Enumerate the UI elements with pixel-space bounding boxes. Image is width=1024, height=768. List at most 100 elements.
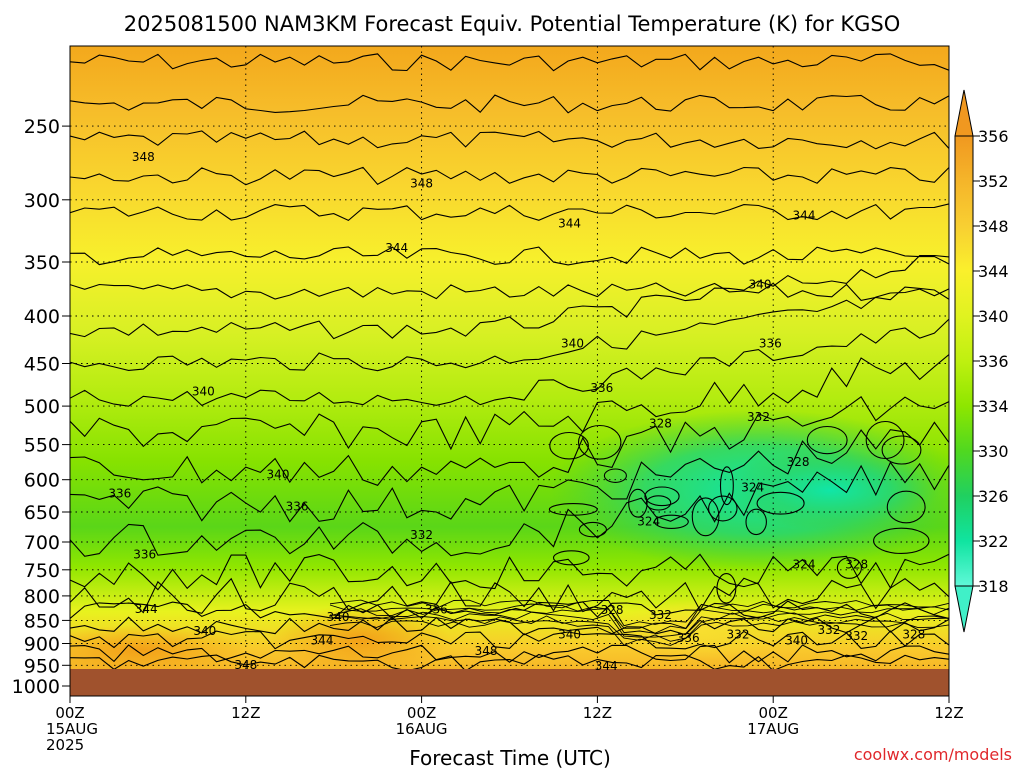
contour-label: 340 <box>193 624 216 638</box>
contour-line <box>70 653 949 672</box>
y-tick-label: 700 <box>24 532 60 554</box>
contour-line <box>70 53 949 72</box>
colorbar-tick-label: 352 <box>978 172 1009 191</box>
contour-label: 344 <box>793 209 816 223</box>
contour-line <box>70 94 949 114</box>
contour-label: 328 <box>601 603 624 617</box>
contour-label: 332 <box>649 608 672 622</box>
contour-line <box>329 620 949 646</box>
plot-frame <box>69 45 950 697</box>
contour-label: 344 <box>135 602 158 616</box>
colorbar-bottom-arrow <box>954 585 974 633</box>
contour-cell <box>628 488 648 518</box>
contour-line <box>70 630 949 650</box>
credit-text: coolwx.com/models <box>854 745 1012 764</box>
contour-line <box>70 396 949 486</box>
chart-title: 2025081500 NAM3KM Forecast Equiv. Potent… <box>124 12 901 36</box>
warm-pocket <box>70 625 250 675</box>
x-tick-label: 12Z <box>934 704 963 722</box>
contour-line <box>70 354 949 451</box>
contour-line <box>70 130 949 150</box>
contour-cell <box>552 550 590 566</box>
y-tick-label: 400 <box>24 306 60 328</box>
contour-label: 340 <box>327 610 350 624</box>
y-tick-label: 1000 <box>12 676 60 698</box>
contour-cell <box>836 557 862 579</box>
contour-label: 344 <box>558 216 581 230</box>
contour-label: 348 <box>410 176 433 190</box>
contour-line <box>329 615 949 642</box>
contour-label: 340 <box>785 633 808 647</box>
contour-label: 336 <box>759 336 782 350</box>
contour-label: 332 <box>727 627 750 641</box>
contour-label: 328 <box>787 455 810 469</box>
colorbar-tick-label: 334 <box>978 397 1009 416</box>
x-tick-label: 00Z <box>407 704 436 722</box>
contour-label: 336 <box>590 381 613 395</box>
contour-line <box>70 203 949 222</box>
contour-cell <box>886 490 926 524</box>
y-tick-label: 550 <box>24 435 60 457</box>
y-tick-label: 350 <box>24 252 60 274</box>
contour-line <box>70 644 949 664</box>
contour-label: 348 <box>475 644 498 658</box>
colorbar-tick-label: 336 <box>978 352 1009 371</box>
moist-region-core <box>720 450 940 530</box>
contour-line <box>70 553 949 591</box>
contour-label: 336 <box>133 548 156 562</box>
ground-below-surface <box>70 669 949 696</box>
y-tick-label: 650 <box>24 502 60 524</box>
x-axis-title: Forecast Time (UTC) <box>409 746 611 768</box>
colorbar-tick-label: 318 <box>978 577 1009 596</box>
contour-cell <box>691 497 720 537</box>
y-tick-label: 600 <box>24 470 60 492</box>
y-tick-label: 750 <box>24 560 60 582</box>
contour-label: 328 <box>649 417 672 431</box>
contour-label: 332 <box>845 629 868 643</box>
contour-label: 332 <box>817 623 840 637</box>
colorbar-tick-label: 344 <box>978 262 1009 281</box>
contour-label: 344 <box>311 633 334 647</box>
contour-cell <box>549 431 589 460</box>
contour-cell <box>756 491 805 515</box>
contour-label: 340 <box>267 467 290 481</box>
contour-cell <box>719 466 734 506</box>
x-tick-label: 12Z <box>583 704 612 722</box>
contour-label: 328 <box>845 557 868 571</box>
contour-label: 340 <box>192 384 215 398</box>
contour-cell <box>881 435 922 465</box>
y-tick-label: 900 <box>24 634 60 656</box>
y-tick-label: 450 <box>24 354 60 376</box>
contour-label: 340 <box>749 278 772 292</box>
colorbar-tick-label: 348 <box>978 217 1009 236</box>
contour-label: 336 <box>677 631 700 645</box>
contour-label: 324 <box>793 557 816 571</box>
contour-line <box>329 611 949 638</box>
colorbar-tick-label: 322 <box>978 532 1009 551</box>
colorbar-tick-label: 330 <box>978 442 1009 461</box>
contour-line <box>70 577 949 614</box>
contour-label: 344 <box>385 241 408 255</box>
x-tick-label: 15AUG <box>46 720 98 738</box>
y-tick-label: 950 <box>24 655 60 677</box>
colorbar: 356 352 348 344 340 336 334 330 326 322 318 <box>954 89 1009 633</box>
contour-cell <box>806 425 848 455</box>
y-tick-label: 800 <box>24 586 60 608</box>
colorbar-ticks: 356 352 348 344 340 336 334 330 326 322 318 <box>973 127 1009 596</box>
contour-cell <box>645 495 672 511</box>
contour-label: 344 <box>595 659 618 673</box>
contour-cell <box>873 527 930 554</box>
contour-labels: 348 348 344 344 344 340 340 336 340 336 328 332 328 3… <box>108 150 925 673</box>
x-tick-label: 00Z <box>759 704 788 722</box>
contour-label: 324 <box>637 514 660 528</box>
contour-label: 340 <box>558 627 581 641</box>
contour-label: 332 <box>410 528 433 542</box>
contour-label: 328 <box>902 627 925 641</box>
colorbar-top-arrow <box>954 89 974 137</box>
y-tick-label: 850 <box>24 610 60 632</box>
contour-line <box>329 607 949 634</box>
contour-label: 348 <box>234 658 257 672</box>
x-tick-label: 17AUG <box>747 720 799 738</box>
